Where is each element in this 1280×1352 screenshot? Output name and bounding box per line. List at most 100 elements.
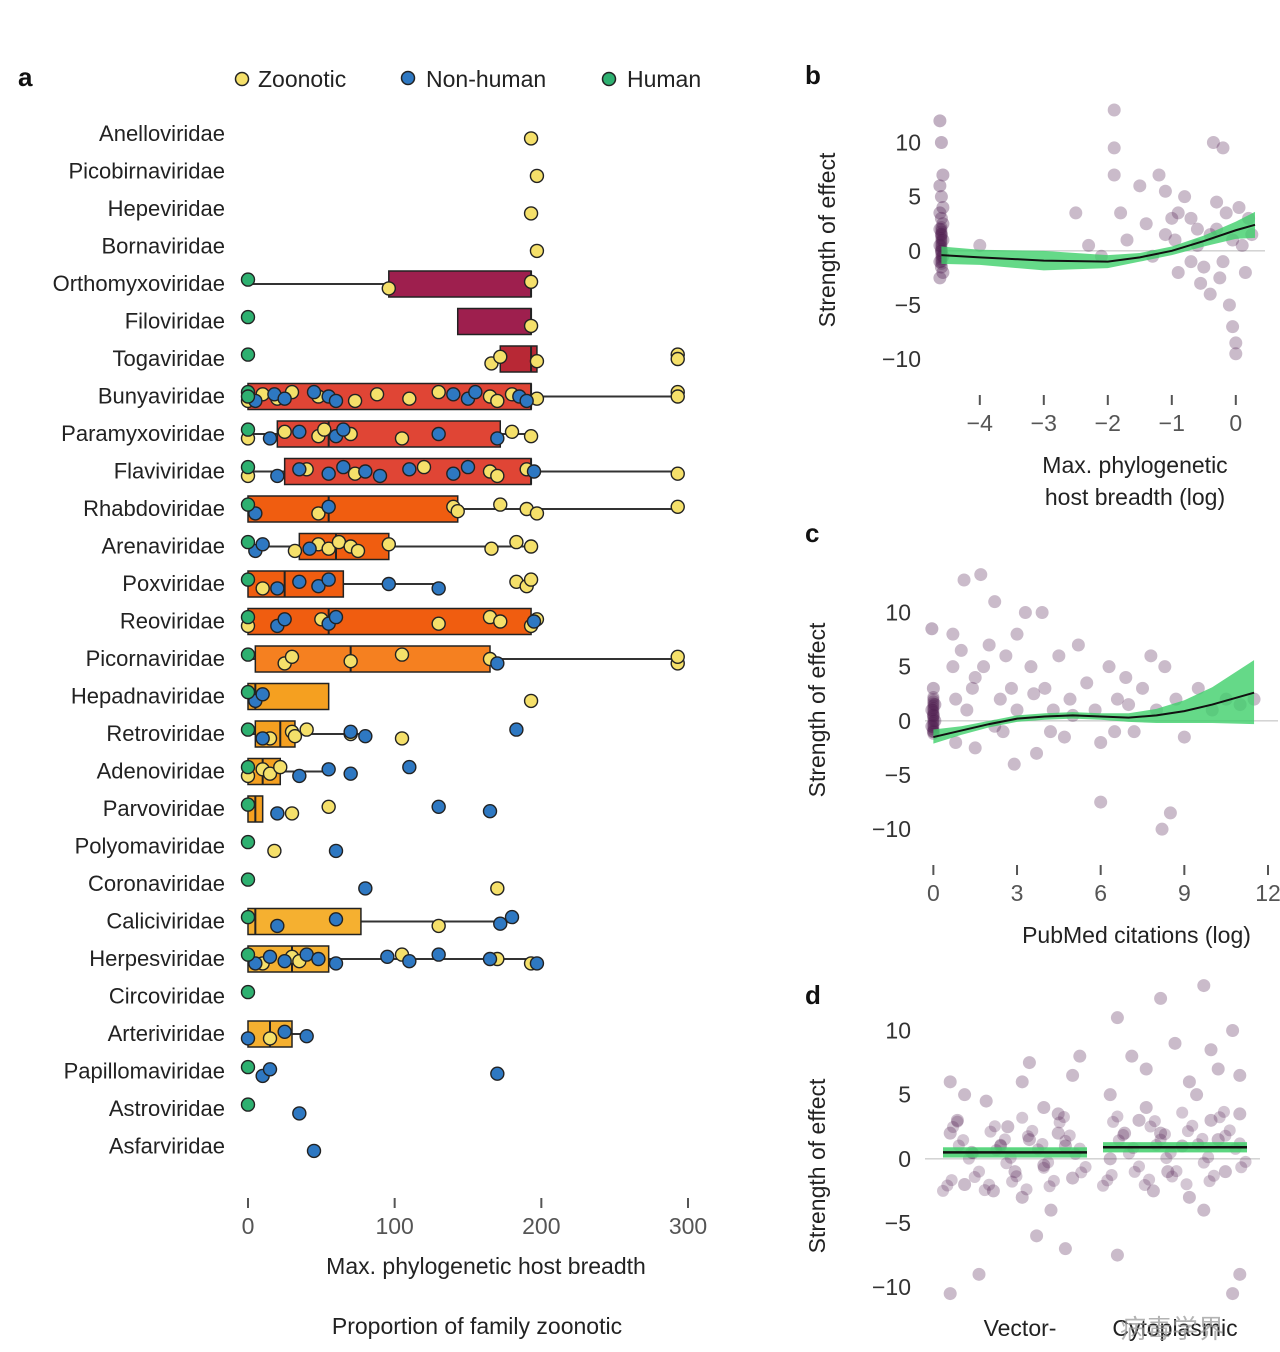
data-point — [1016, 1111, 1029, 1124]
x-tick-label: 3 — [1011, 880, 1024, 906]
point-human — [240, 389, 256, 404]
data-point — [968, 671, 982, 684]
y-axis-title: Strength of effect — [804, 622, 830, 797]
data-point — [926, 708, 940, 722]
data-point — [1053, 1116, 1066, 1129]
panel-label-d: d — [805, 980, 821, 1010]
point-human — [240, 647, 256, 662]
family-row: Circoviridae — [109, 984, 256, 1009]
point-human — [240, 347, 256, 362]
data-point — [937, 1184, 949, 1197]
point-zoonotic — [262, 1031, 278, 1046]
point-nonhuman — [262, 1062, 278, 1077]
data-point — [1154, 991, 1168, 1005]
point-nonhuman — [311, 951, 326, 967]
point-nonhuman — [270, 581, 285, 596]
family-row: Bunyaviridae — [98, 382, 685, 411]
data-point — [1158, 228, 1172, 242]
point-nonhuman — [270, 918, 285, 934]
point-zoonotic — [523, 131, 539, 146]
family-row: Paramyxoviridae — [61, 420, 539, 448]
point-nonhuman — [321, 466, 336, 481]
data-point — [1063, 1129, 1076, 1142]
data-point — [974, 568, 988, 582]
point-zoonotic — [299, 722, 314, 737]
data-point — [936, 217, 950, 231]
point-zoonotic — [321, 799, 336, 814]
point-zoonotic — [670, 649, 685, 664]
data-point — [1233, 1068, 1247, 1082]
data-point — [1015, 1075, 1029, 1089]
data-point — [1197, 979, 1211, 993]
data-point — [1103, 1152, 1117, 1166]
data-point — [935, 234, 948, 246]
point-zoonotic — [287, 729, 303, 744]
data-point — [1117, 1128, 1130, 1141]
data-point — [946, 627, 960, 641]
data-point — [1101, 1174, 1114, 1187]
data-point — [998, 1133, 1011, 1146]
box — [276, 420, 502, 448]
y-tick-label: 0 — [898, 1146, 911, 1172]
family-row: Togaviridae — [112, 345, 685, 373]
data-point — [999, 649, 1013, 663]
data-point — [1177, 730, 1191, 744]
data-point — [927, 717, 940, 729]
point-human — [240, 1097, 256, 1112]
data-point — [960, 703, 974, 717]
data-point — [1165, 211, 1179, 225]
data-point — [1057, 1110, 1070, 1123]
family-label: Arteriviridae — [108, 1021, 225, 1046]
legend-label-human: Human — [627, 66, 701, 92]
data-point — [1010, 627, 1024, 641]
point-nonhuman — [468, 384, 483, 400]
y-axis-title: Strength of effect — [804, 1078, 830, 1253]
family-label: Picornaviridae — [86, 646, 225, 671]
x-tick-label: 0 — [1229, 410, 1242, 436]
data-point — [1051, 1126, 1065, 1140]
family-row: Herpesviridae — [89, 945, 545, 973]
data-point — [965, 681, 979, 695]
point-zoonotic — [381, 281, 396, 296]
data-point — [1158, 184, 1172, 198]
data-point — [1110, 1011, 1124, 1025]
point-zoonotic — [431, 616, 446, 631]
data-point — [1080, 676, 1094, 690]
data-point — [1110, 692, 1124, 706]
box — [456, 307, 532, 336]
family-row: Reoviridae — [120, 607, 545, 636]
point-zoonotic — [343, 654, 358, 669]
data-point — [1210, 195, 1224, 209]
point-nonhuman — [328, 393, 344, 409]
data-point — [1190, 1088, 1204, 1102]
point-human — [240, 459, 256, 475]
data-point — [925, 703, 939, 717]
data-point — [1120, 233, 1134, 247]
data-point — [1079, 1161, 1092, 1174]
data-point — [1022, 1133, 1036, 1147]
data-point — [946, 660, 960, 674]
box — [388, 270, 532, 298]
family-row: Orthomyxoviridae — [53, 270, 539, 298]
family-row: Coronaviridae — [88, 871, 505, 896]
data-point — [927, 706, 940, 719]
data-point — [927, 712, 940, 725]
family-label: Asfarviridae — [109, 1134, 225, 1159]
data-point — [1160, 1152, 1173, 1165]
point-nonhuman — [311, 579, 326, 594]
data-point — [1182, 1075, 1196, 1089]
y-tick-label: 10 — [885, 600, 911, 626]
point-nonhuman — [277, 954, 292, 969]
family-label: Caliciviridae — [106, 909, 225, 934]
point-zoonotic — [490, 393, 505, 409]
point-zoonotic — [523, 539, 539, 554]
data-point — [943, 1126, 957, 1140]
data-point — [927, 710, 940, 723]
point-human — [240, 572, 256, 587]
family-label: Filoviridae — [125, 309, 225, 334]
data-point — [1182, 1190, 1196, 1204]
x-tick-label: 300 — [669, 1213, 707, 1239]
data-point — [958, 1088, 972, 1102]
data-point — [936, 201, 950, 214]
